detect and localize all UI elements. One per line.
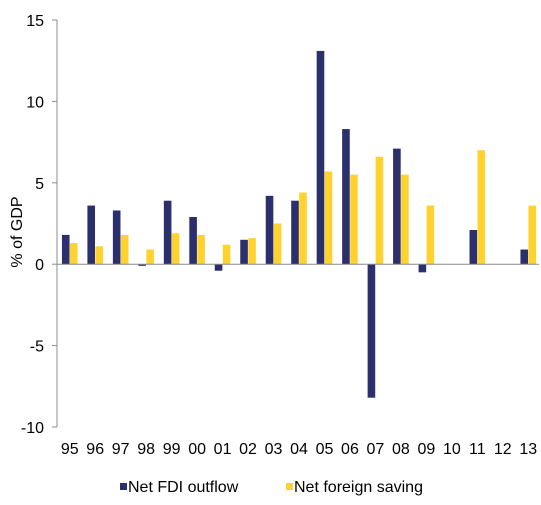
- bar-net-fdi-outflow: [367, 264, 376, 398]
- bar-net-foreign-saving: [324, 171, 333, 265]
- bar-net-fdi-outflow: [342, 129, 350, 265]
- x-tick-label: 08: [392, 441, 410, 458]
- bar-net-fdi-outflow: [214, 264, 223, 271]
- bar-net-fdi-outflow: [163, 200, 172, 265]
- x-tick-label: 09: [417, 441, 435, 458]
- bar-net-foreign-saving: [477, 150, 486, 265]
- bar-net-fdi-outflow: [189, 216, 197, 265]
- legend: Net FDI outflow Net foreign saving: [120, 479, 423, 496]
- x-tick-label: 05: [316, 441, 334, 458]
- bar-net-fdi-outflow: [61, 234, 70, 265]
- x-tick-label: 10: [443, 441, 461, 458]
- x-tick-label: 95: [61, 441, 79, 458]
- bar-net-foreign-saving: [299, 192, 307, 265]
- y-tick-label: -10: [21, 420, 44, 437]
- bar-net-fdi-outflow: [138, 264, 146, 266]
- y-tick-label: 15: [26, 13, 44, 30]
- x-tick-label: 97: [112, 441, 130, 458]
- x-tick-label: 11: [469, 441, 486, 458]
- bar-net-fdi-outflow: [418, 264, 427, 273]
- x-tick-label: 13: [519, 441, 537, 458]
- y-tick-label: 5: [35, 176, 44, 193]
- legend-swatch: [286, 483, 293, 490]
- x-tick-label: 98: [137, 441, 155, 458]
- x-tick-label: 00: [188, 441, 206, 458]
- bar-net-foreign-saving: [248, 238, 256, 265]
- bar-net-fdi-outflow: [316, 50, 325, 265]
- x-tick-label: 04: [290, 441, 308, 458]
- bar-net-fdi-outflow: [112, 210, 121, 265]
- y-axis-label: % of GDP: [9, 196, 26, 267]
- bar-net-fdi-outflow: [520, 249, 529, 265]
- y-tick-label: 10: [26, 94, 44, 111]
- bar-net-fdi-outflow: [469, 230, 478, 265]
- bar-net-foreign-saving: [69, 243, 78, 265]
- x-axis-ticks: 95 96 97 98 99 00 01 02 03 04 05 06 07 08 09 10 11 12 13: [61, 441, 537, 458]
- x-tick-label: 01: [214, 441, 232, 458]
- bar-net-foreign-saving: [273, 223, 282, 265]
- bar-net-fdi-outflow: [240, 239, 248, 265]
- bar-net-foreign-saving: [350, 174, 358, 265]
- y-axis-ticks: -10 -5 0 5 10 15: [21, 13, 57, 437]
- bar-net-foreign-saving: [375, 156, 384, 265]
- x-tick-label: 12: [494, 441, 512, 458]
- bar-net-foreign-saving: [528, 205, 537, 265]
- bar-net-foreign-saving: [401, 174, 409, 265]
- x-tick-label: 96: [86, 441, 104, 458]
- bar-net-foreign-saving: [146, 249, 154, 265]
- bar-net-foreign-saving: [95, 246, 104, 265]
- bar-net-fdi-outflow: [265, 195, 274, 265]
- bar-net-fdi-outflow: [393, 148, 401, 265]
- bar-net-fdi-outflow: [291, 200, 299, 265]
- bar-net-fdi-outflow: [87, 205, 96, 265]
- x-tick-label: 99: [163, 441, 181, 458]
- bar-net-foreign-saving: [426, 205, 435, 265]
- x-tick-label: 07: [367, 441, 385, 458]
- bar-net-foreign-saving: [120, 234, 129, 265]
- bar-net-foreign-saving: [222, 244, 231, 265]
- bar-net-foreign-saving: [197, 234, 205, 265]
- x-tick-label: 03: [265, 441, 283, 458]
- bar-net-foreign-saving: [171, 233, 180, 265]
- legend-label: Net foreign saving: [294, 479, 423, 496]
- legend-swatch: [120, 483, 127, 490]
- legend-label: Net FDI outflow: [128, 479, 239, 496]
- bars-group: [61, 50, 537, 398]
- y-tick-label: 0: [35, 257, 44, 274]
- y-tick-label: -5: [30, 339, 44, 356]
- x-tick-label: 06: [341, 441, 359, 458]
- x-tick-label: 02: [239, 441, 257, 458]
